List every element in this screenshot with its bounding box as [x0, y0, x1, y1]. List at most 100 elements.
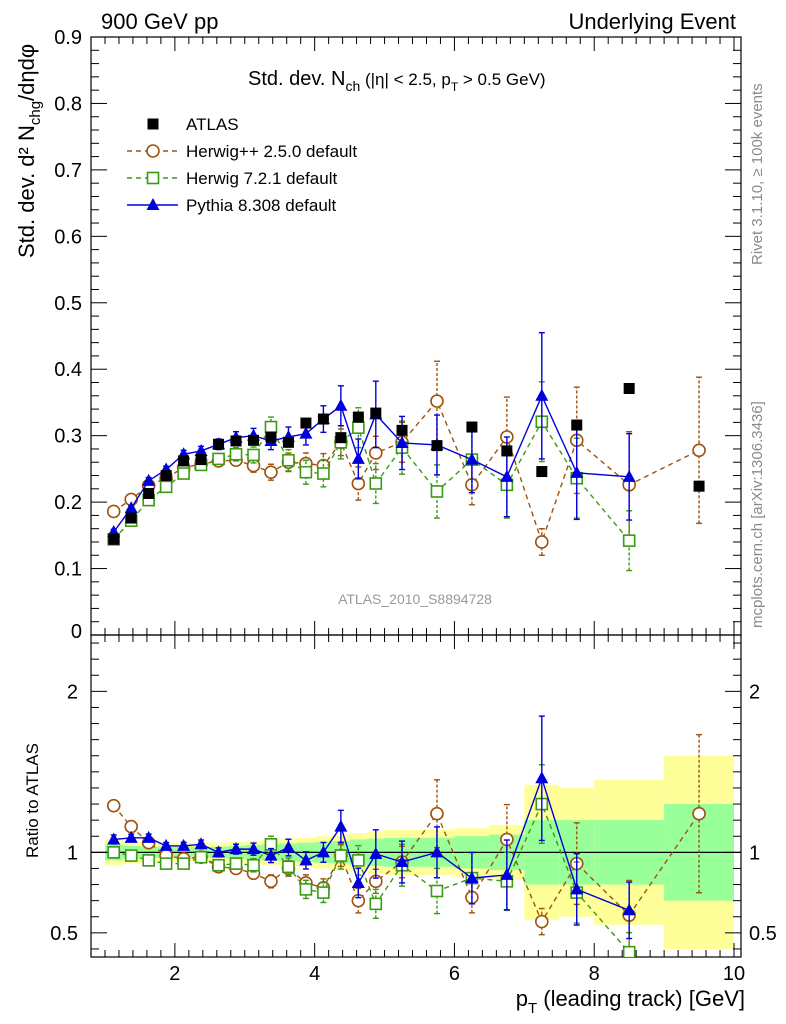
- main-series-2: [107, 331, 636, 538]
- main-title-sub2: T: [451, 80, 459, 94]
- main-data-point: [177, 467, 190, 480]
- atlas-data-point: [317, 413, 329, 425]
- atlas-data-point: [282, 436, 294, 448]
- ratio-series-1: [107, 764, 636, 957]
- x-axis-title-rest: (leading track) [GeV]: [537, 986, 745, 1011]
- ratio-frame: [90, 634, 742, 958]
- legend-marker: [146, 144, 160, 158]
- ratio-data-point: [194, 850, 208, 864]
- ratio-data-point: [264, 874, 278, 889]
- ratio-data-point: [106, 798, 121, 813]
- main-data-point: [430, 485, 444, 498]
- ratio-y-tick-label-right-0.5: 0.5: [749, 923, 777, 945]
- ratio-data-point: [465, 871, 479, 884]
- main-data-point: [430, 394, 444, 408]
- ratio-data-point: [229, 857, 243, 870]
- ratio-y-tick-label-1: 1: [67, 842, 78, 864]
- main-ylabel: Std. dev. d² Nchg/dηdφ: [14, 44, 44, 258]
- main-data-point: [106, 504, 121, 519]
- ratio-data-point: [430, 845, 444, 858]
- ratio-data-point: [142, 854, 155, 867]
- main-ylabel-sub: chg: [27, 101, 44, 125]
- main-data-point: [212, 452, 225, 466]
- ratio-data-point: [369, 897, 383, 911]
- main-data-point: [247, 448, 260, 462]
- ratio-data-point: [692, 806, 706, 821]
- main-data-point: [317, 467, 330, 480]
- ratio-data-point: [299, 883, 313, 896]
- main-ylabel-text: Std. dev. d² N: [14, 125, 39, 258]
- plot-layer: 2 4 6 8 10 0.1 0.2 0.3 0.4 0.5 0.6 0.7 0.8 0.9 0 0.5 0.5…: [50, 27, 777, 985]
- atlas-data-point: [352, 411, 364, 423]
- ratio-y-tick-label-right-1: 1: [749, 842, 760, 864]
- legend-marker: [146, 198, 160, 210]
- main-y-tick-label-0.4: 0.4: [54, 359, 82, 381]
- analysis-label: ATLAS_2010_S8894728: [338, 591, 492, 607]
- legend-label: Pythia 8.308 default: [186, 196, 337, 215]
- mcplots-label: mcplots.cern.ch [arXiv:1306.3436]: [749, 401, 766, 628]
- atlas-data-point: [370, 407, 382, 419]
- atlas-data-point: [195, 454, 207, 466]
- ratio-data-point: [282, 860, 295, 874]
- main-y-tick-label-0: 0: [71, 621, 82, 643]
- ratio-data-point: [334, 819, 348, 832]
- x-tick-label-10: 10: [723, 963, 745, 985]
- main-data-point: [334, 398, 348, 411]
- main-data-point: [194, 443, 208, 456]
- ratio-data-point: [334, 849, 348, 862]
- ratio-data-point: [281, 840, 295, 853]
- legend-label: Herwig++ 2.5.0 default: [186, 142, 357, 161]
- main-data-point: [622, 469, 636, 482]
- main-data-point: [465, 452, 479, 465]
- main-y-tick-label-0.6: 0.6: [54, 226, 82, 248]
- x-axis-title: pT (leading track) [GeV]: [516, 986, 745, 1017]
- main-data-point: [395, 435, 409, 448]
- ratio-data-point: [622, 945, 636, 957]
- atlas-data-point: [536, 466, 548, 478]
- atlas-data-point: [571, 419, 583, 431]
- ratio-data-point: [107, 846, 121, 859]
- legend-item-1: Herwig++ 2.5.0 default: [127, 142, 357, 161]
- ratio-data-point: [535, 771, 549, 784]
- ratio-y-tick-label-0.5: 0.5: [50, 923, 78, 945]
- ratio-series-2: [107, 715, 636, 940]
- ratio-data-point: [247, 858, 260, 872]
- atlas-data-point: [108, 533, 120, 545]
- x-tick-label-8: 8: [589, 963, 600, 985]
- atlas-data-point: [125, 512, 137, 524]
- atlas-data-point: [501, 445, 513, 457]
- ratio-data-point: [430, 884, 444, 898]
- atlas-data-point: [431, 440, 443, 452]
- main-data-point: [570, 465, 584, 478]
- legend-item-0: ATLAS: [147, 115, 239, 134]
- ratio-data-point: [570, 882, 584, 895]
- ratio-data-point: [369, 846, 383, 859]
- main-y-tick-label-0.1: 0.1: [54, 559, 82, 581]
- atlas-data-point: [396, 424, 408, 436]
- legend-marker: [147, 118, 159, 130]
- main-y-tick-label-0.2: 0.2: [54, 492, 82, 514]
- main-data-point: [282, 453, 295, 467]
- main-data-point: [535, 535, 549, 549]
- ratio-data-point: [124, 819, 138, 834]
- x-axis-title-p: p: [516, 986, 528, 1011]
- ratio-data-point: [212, 858, 225, 872]
- main-data-point: [229, 447, 243, 461]
- ratio-data-point: [194, 837, 208, 850]
- ratio-data-point: [177, 838, 191, 851]
- atlas-data-point: [248, 434, 259, 446]
- legend-marker: [146, 171, 160, 185]
- atlas-data-point: [265, 431, 277, 443]
- header-left: 900 GeV pp: [101, 9, 218, 34]
- main-title: Std. dev. Nch (|η| < 2.5, pT > 0.5 GeV): [248, 68, 546, 94]
- legend-label: Herwig 7.2.1 default: [186, 169, 337, 188]
- ratio-series-group: [106, 715, 706, 957]
- atlas-data-point: [623, 382, 635, 394]
- main-data-point: [264, 420, 278, 434]
- main-data-point: [500, 469, 514, 482]
- main-series-atlas: [108, 382, 705, 545]
- ratio-data-point: [229, 842, 243, 855]
- main-y-tick-label-0.3: 0.3: [54, 426, 82, 448]
- main-data-point: [622, 534, 636, 547]
